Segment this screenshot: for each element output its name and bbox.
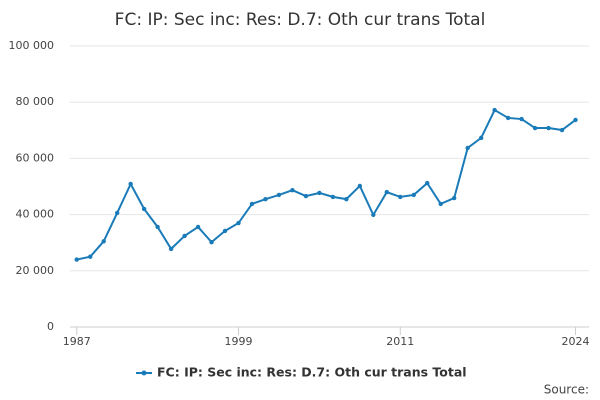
- point: [492, 107, 497, 113]
- point: [128, 181, 133, 187]
- x-tick-label: 1999: [225, 335, 253, 348]
- point: [559, 127, 565, 133]
- chart-title: FC: IP: Sec inc: Res: D.7: Oth cur trans…: [115, 10, 486, 30]
- point: [344, 196, 349, 202]
- point: [451, 195, 457, 201]
- point: [465, 145, 470, 151]
- point: [168, 246, 174, 252]
- point: [303, 193, 309, 199]
- point: [357, 183, 363, 189]
- point: [384, 189, 389, 195]
- legend-marker: [141, 370, 147, 376]
- source: Source:: [544, 383, 589, 397]
- point: [398, 194, 403, 200]
- point: [101, 239, 106, 244]
- point: [155, 224, 160, 230]
- point: [195, 224, 201, 230]
- point: [573, 117, 578, 123]
- y-tick-label: 100 000: [9, 39, 55, 52]
- x-tick-label: 1987: [63, 335, 91, 348]
- legend-label: FC: IP: Sec inc: Res: D.7: Oth cur trans…: [157, 365, 467, 380]
- point: [114, 210, 120, 216]
- point: [141, 206, 147, 212]
- point: [182, 233, 187, 239]
- point: [532, 125, 538, 131]
- point: [411, 192, 416, 198]
- point: [546, 125, 551, 131]
- y-tick-label: 0: [47, 320, 54, 333]
- point: [290, 187, 295, 193]
- x-tick-label: 2011: [386, 335, 414, 348]
- point: [330, 194, 336, 200]
- point: [519, 116, 524, 122]
- point: [209, 239, 214, 245]
- x-tick-label: 2024: [562, 335, 590, 348]
- point: [222, 228, 228, 234]
- point: [276, 192, 282, 198]
- y-tick-label: 40 000: [16, 208, 55, 221]
- point: [425, 180, 430, 186]
- point: [438, 201, 443, 207]
- y-tick-label: 60 000: [16, 151, 55, 164]
- series-line: [76, 108, 577, 261]
- y-tick-label: 80 000: [16, 95, 55, 108]
- point: [236, 220, 241, 226]
- point: [371, 212, 376, 218]
- point: [317, 190, 322, 196]
- point: [263, 196, 268, 202]
- point: [249, 201, 255, 207]
- y-tick-label: 20 000: [16, 264, 55, 277]
- point: [478, 135, 484, 141]
- point: [88, 254, 93, 259]
- point: [74, 257, 79, 262]
- point: [505, 115, 511, 121]
